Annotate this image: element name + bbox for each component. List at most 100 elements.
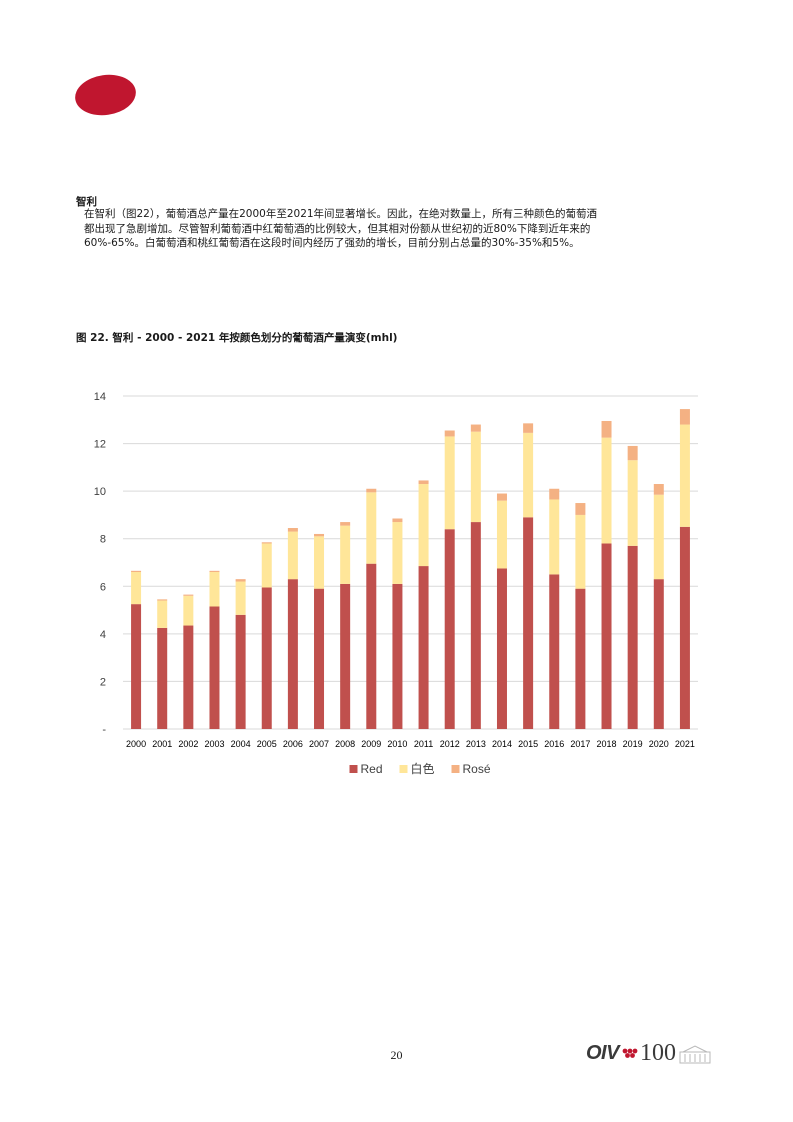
logo-blob [72,70,139,120]
legend-swatch [399,765,408,773]
bar-segment [235,579,246,582]
bar-segment [183,594,194,596]
bar-segment [392,522,403,584]
x-tick-label: 2021 [675,739,695,749]
bar-segment [679,409,690,425]
x-tick-label: 2016 [544,739,564,749]
bar-segment [418,484,429,567]
x-tick-label: 2013 [466,739,486,749]
bar-segment [601,437,612,544]
x-tick-label: 2015 [518,739,538,749]
x-tick-label: 2009 [361,739,381,749]
bar-segment [157,627,168,729]
legend-label: Rosé [463,762,491,776]
bar-segment [470,424,481,432]
x-tick-label: 2001 [152,739,172,749]
bar-segment [679,526,690,729]
bar-segment [470,431,481,523]
bar-segment [549,499,560,575]
y-tick-label: 6 [100,581,106,593]
bar-segment [340,522,351,526]
bar-segment [261,542,272,544]
bar-segment [392,583,403,729]
bar-segment [235,614,246,729]
x-tick-label: 2002 [178,739,198,749]
bar-segment [261,587,272,729]
x-tick-label: 2003 [204,739,224,749]
bar-segment [523,517,534,729]
bar-segment [653,484,664,495]
bar-segment [287,531,298,580]
bar-segment [314,533,325,537]
bar-segment [653,494,664,580]
bar-segment [575,514,586,589]
bar-segment [679,424,690,527]
bar-segment [261,543,272,588]
grape-icon [622,1048,638,1058]
bar-segment [209,572,220,607]
bar-segment [157,599,168,601]
x-tick-label: 2010 [387,739,407,749]
y-tick-label: 12 [94,439,106,451]
bar-segment [496,568,507,729]
bar-segment [131,604,142,729]
y-tick-label: 4 [100,629,106,641]
x-tick-label: 2012 [440,739,460,749]
brand-100: 100 [639,1040,676,1066]
section-title: 智利 [76,196,97,208]
bar-segment [340,583,351,729]
bar-segment [366,563,377,729]
x-tick-label: 2020 [649,739,669,749]
bar-segment [496,500,507,569]
bar-segment [340,525,351,584]
x-tick-label: 2017 [570,739,590,749]
y-tick-label: 14 [94,391,106,403]
bar-segment [183,595,194,626]
x-tick-label: 2008 [335,739,355,749]
bar-segment [549,574,560,729]
bar-segment [183,625,194,729]
legend-swatch [349,765,358,773]
bar-segment [209,570,220,573]
bar-segment [627,445,638,461]
y-tick-label: 8 [100,534,106,546]
bar-segment [157,600,168,628]
bar-segment [523,423,534,433]
x-tick-label: 2004 [231,739,251,749]
bar-segment [287,528,298,532]
body-paragraph: 在智利（图22），葡萄酒总产量在2000年至2021年间显著增长。因此，在绝对数… [84,208,598,249]
bar-segment [601,420,612,438]
bar-segment [444,436,455,530]
bar-segment [653,579,664,729]
bar-segment [470,522,481,729]
stacked-bar-chart: - 2 4 6 8 10 12 14 2000 2001 2002 2003 2004 2005 2006 2… [94,391,698,776]
y-tick-label: 2 [100,676,106,688]
bar-segment [575,503,586,515]
bar-segment [366,492,377,564]
page-number: 20 [390,1048,403,1062]
bar-segment [131,572,142,605]
bar-segment [627,460,638,546]
x-tick-label: 2005 [257,739,277,749]
bar-segment [523,432,534,518]
bar-segment [496,493,507,501]
bar-segment [366,488,377,493]
figure-caption: 图 22. 智利 - 2000 - 2021 年按颜色划分的葡萄酒产量演变(mh… [76,332,398,344]
bar-segment [601,543,612,729]
bar-segment [287,579,298,729]
bar-segment [314,536,325,589]
y-tick-label: - [102,724,106,736]
bar-segment [549,488,560,500]
brand-oiv: OIV [586,1042,619,1064]
bar-segment [131,570,142,573]
building-icon [679,1044,711,1063]
x-tick-label: 2011 [414,739,433,749]
bar-segment [235,581,246,615]
y-tick-label: 10 [94,486,106,498]
bar-segment [209,606,220,729]
legend-label: Red [361,762,383,776]
bar-segment [627,545,638,729]
bar-segment [444,430,455,437]
x-tick-label: 2006 [283,739,303,749]
x-tick-label: 2014 [492,739,512,749]
